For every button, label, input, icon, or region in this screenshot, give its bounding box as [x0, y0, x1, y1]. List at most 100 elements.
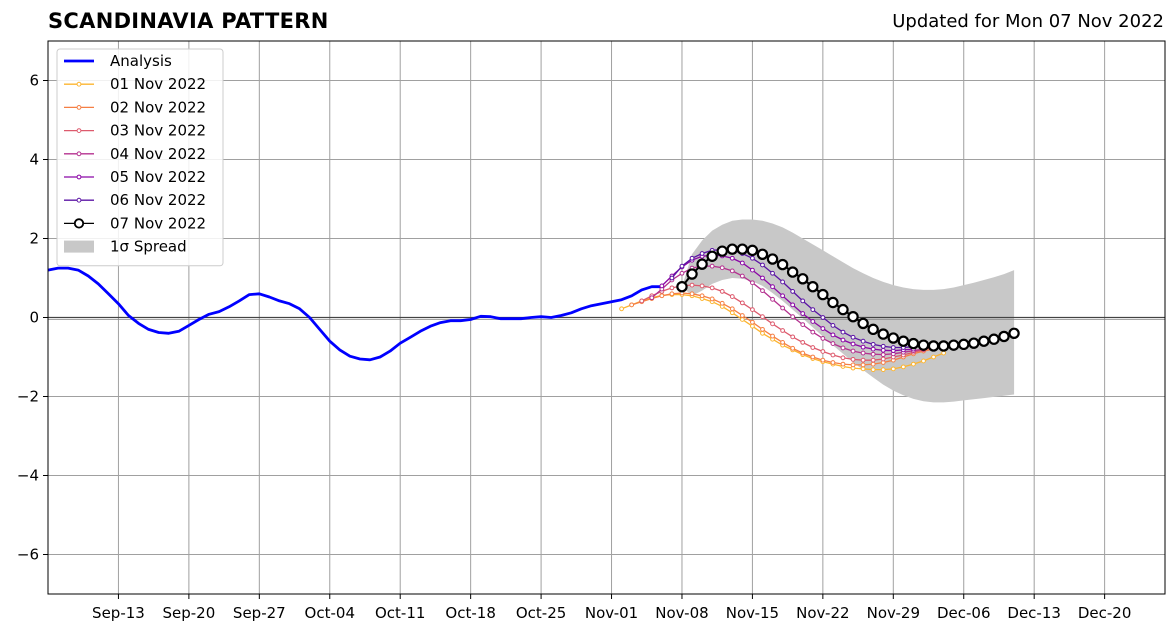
forecast-point [840, 355, 846, 361]
forecast-point [750, 267, 755, 273]
x-tick-label: Dec-06 [937, 604, 991, 622]
forecast-point [870, 357, 876, 363]
forecast-point [880, 352, 886, 358]
forecast-point [669, 291, 675, 297]
y-tick-label: 4 [29, 151, 39, 169]
forecast-point [830, 352, 836, 358]
forecast-point [760, 275, 765, 281]
forecast-point [689, 282, 695, 288]
forecast-point [679, 263, 685, 269]
forecast-point [860, 366, 866, 372]
axes: −6 −4 −2 0 2 4 6 Sep-13 Sep-20 Sep-27 Oct-04 Oct-11… [17, 40, 1166, 622]
forecast-point [780, 305, 786, 311]
forecast-point [890, 366, 896, 372]
forecast-point [750, 280, 755, 286]
forecast-point [900, 364, 906, 370]
forecast-point [830, 341, 836, 346]
forecast-point [850, 356, 856, 362]
forecast-point [729, 306, 735, 312]
forecast-point [729, 268, 735, 274]
forecast-point [840, 337, 846, 343]
forecast-point [877, 328, 889, 340]
x-tick-label: Sep-13 [92, 604, 145, 622]
forecast-point [760, 262, 765, 268]
forecast-point [800, 322, 806, 328]
forecast-point [830, 360, 836, 365]
forecast-point [840, 361, 846, 367]
legend-marker [76, 174, 82, 180]
legend-entry: 1σ Spread [64, 238, 187, 256]
forecast-point [907, 337, 920, 350]
x-tick-label: Sep-27 [233, 604, 286, 622]
forecast-point [780, 339, 786, 345]
forecast-point [716, 245, 728, 257]
forecast-point [770, 333, 775, 339]
forecast-point [800, 350, 806, 356]
forecast-point [830, 332, 836, 338]
forecast-point [978, 335, 990, 347]
forecast-point [810, 345, 816, 350]
y-tick-label: −2 [17, 388, 39, 406]
forecast-point [679, 270, 685, 276]
forecast-point [696, 258, 708, 270]
legend-marker [76, 128, 82, 134]
forecast-point [800, 339, 806, 345]
forecast-point [837, 303, 849, 316]
forecast-point [729, 255, 735, 261]
analysis-line [47, 266, 662, 362]
forecast-point [810, 354, 816, 360]
forecast-point [870, 341, 876, 347]
forecast-point [776, 258, 789, 271]
forecast-point [800, 311, 806, 316]
forecast-point [941, 350, 947, 356]
forecast-point [921, 358, 926, 364]
forecast-point [659, 283, 665, 289]
chart-subtitle: Updated for Mon 07 Nov 2022 [892, 11, 1164, 32]
forecast-point [780, 293, 786, 299]
forecast-point [766, 253, 779, 265]
forecast-point [726, 243, 738, 255]
forecast-series [676, 243, 1020, 352]
forecast-point [988, 333, 1000, 345]
legend-entry: 06 Nov 2022 [64, 191, 206, 209]
y-tick-label: −6 [17, 546, 39, 564]
forecast-point [887, 332, 899, 344]
forecast-point [750, 255, 755, 261]
x-tick-label: Sep-20 [162, 604, 215, 622]
forecast-point [820, 315, 826, 320]
zero-line-layer [48, 316, 1165, 320]
series-layer [47, 243, 1020, 373]
legend-entry: Analysis [64, 52, 172, 70]
legend-marker [76, 197, 82, 203]
forecast-point [719, 300, 725, 306]
forecast-point [709, 296, 715, 302]
legend: Analysis 01 Nov 2022 02 Nov 2022 03 Nov 202… [56, 48, 224, 267]
forecast-point [810, 319, 816, 324]
legend-entry: 04 Nov 2022 [64, 145, 206, 163]
forecast-point [998, 330, 1010, 343]
x-tick-label: Oct-11 [375, 604, 425, 622]
forecast-point [739, 273, 745, 279]
forecast-point [817, 288, 829, 301]
y-tick-label: 2 [29, 230, 39, 248]
legend-label: 07 Nov 2022 [110, 214, 206, 232]
legend-swatch [64, 240, 94, 253]
forecast-point [736, 243, 749, 255]
y-tick-label: 6 [29, 72, 39, 90]
forecast-point [739, 313, 745, 318]
forecast-point [746, 244, 759, 257]
x-tick-label: Dec-20 [1078, 604, 1132, 622]
x-tick-label: Nov-01 [585, 604, 638, 622]
forecast-point [770, 270, 775, 276]
x-tick-label: Oct-25 [516, 604, 566, 622]
forecast-point [719, 289, 725, 294]
forecast-point [880, 356, 886, 362]
forecast-point [820, 336, 826, 341]
forecast-point [931, 354, 936, 360]
forecast-point [860, 344, 866, 350]
forecast-point [840, 345, 846, 351]
forecast-point [880, 347, 886, 353]
legend-entry: 07 Nov 2022 [64, 214, 206, 232]
x-tick-label: Nov-29 [867, 604, 920, 622]
forecast-point [629, 302, 635, 308]
